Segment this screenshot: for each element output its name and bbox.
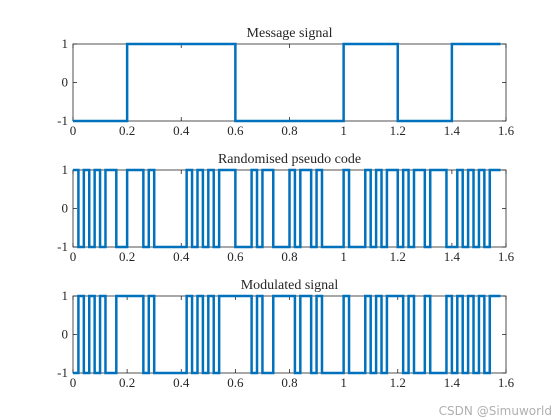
x-tick-label: 0.8 [281, 249, 297, 264]
x-tick-label: 1.4 [444, 123, 461, 138]
watermark: CSDN @Simuworld [438, 404, 552, 418]
x-tick-label: 0 [70, 375, 77, 390]
x-tick-label: 0.2 [119, 249, 135, 264]
subplot-title: Modulated signal [241, 278, 339, 293]
axes-box [72, 295, 507, 374]
x-tick-label: 0.6 [227, 123, 244, 138]
signal-line [73, 294, 501, 375]
y-tick-label: -1 [57, 113, 68, 128]
x-tick-label: 1.2 [390, 375, 406, 390]
x-tick-label: 0.4 [173, 375, 190, 390]
x-tick-label: 0.4 [173, 123, 190, 138]
x-tick-label: 1 [340, 123, 347, 138]
signal-line [73, 168, 501, 249]
y-tick-label: 0 [62, 75, 69, 90]
x-tick-label: 1.2 [390, 249, 406, 264]
x-tick-label: 0.8 [281, 123, 297, 138]
subplot-title: Randomised pseudo code [218, 152, 361, 167]
x-tick-label: 0.2 [119, 123, 135, 138]
x-tick-label: 1 [340, 249, 347, 264]
y-tick-label: 0 [62, 201, 69, 216]
x-tick-label: 1.6 [498, 123, 515, 138]
x-tick-label: 0.2 [119, 375, 135, 390]
x-tick-label: 0 [70, 249, 77, 264]
x-tick-label: 1.6 [498, 249, 515, 264]
x-tick-label: 0.8 [281, 375, 297, 390]
signal-line [73, 42, 501, 123]
x-tick-label: 0 [70, 123, 77, 138]
y-tick-label: 1 [62, 36, 69, 51]
x-tick-label: 1.4 [444, 249, 461, 264]
x-tick-label: 1.2 [390, 123, 406, 138]
y-tick-label: 1 [62, 288, 69, 303]
y-tick-label: -1 [57, 365, 68, 380]
axes-box [72, 43, 507, 122]
x-tick-label: 0.6 [227, 249, 244, 264]
x-tick-label: 0.4 [173, 249, 190, 264]
x-tick-label: 0.6 [227, 375, 244, 390]
subplot-title: Message signal [247, 26, 333, 41]
y-tick-label: -1 [57, 239, 68, 254]
x-tick-label: 1.6 [498, 375, 515, 390]
y-tick-label: 0 [62, 327, 69, 342]
x-tick-label: 1.4 [444, 375, 461, 390]
y-tick-label: 1 [62, 162, 69, 177]
x-tick-label: 1 [340, 375, 347, 390]
